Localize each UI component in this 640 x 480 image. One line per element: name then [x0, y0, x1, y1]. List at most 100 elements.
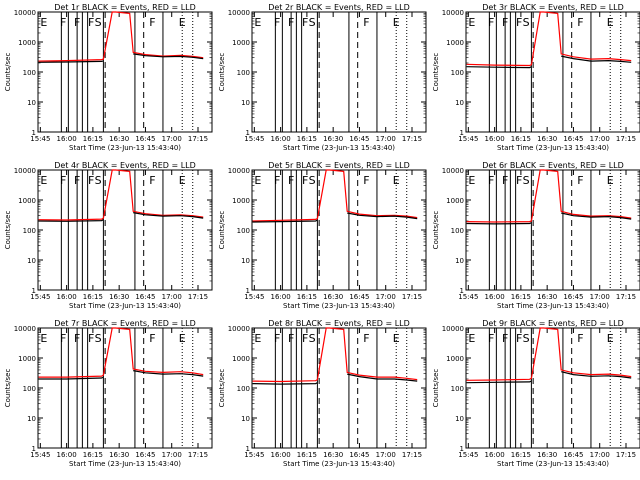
x-tick-label: 16:45 [135, 293, 155, 301]
marker-label: F [516, 332, 522, 345]
x-tick-label: 16:45 [349, 135, 369, 143]
marker-label: F [74, 332, 80, 345]
marker-label: F [74, 16, 80, 29]
panel-title: Det 5r BLACK = Events, RED = LLD [268, 161, 410, 170]
marker-label: F [577, 332, 583, 345]
x-tick-label: 16:15 [297, 135, 317, 143]
y-tick-label: 1000 [18, 197, 36, 205]
marker-label: E [254, 174, 261, 187]
x-tick-label: 16:00 [271, 451, 291, 459]
x-tick-label: 16:00 [271, 135, 291, 143]
y-axis-label: Counts/sec [218, 369, 226, 408]
x-tick-label: 17:15 [616, 293, 636, 301]
y-tick-label: 1000 [18, 39, 36, 47]
marker-label: F [363, 332, 369, 345]
x-tick-label: 16:45 [563, 451, 583, 459]
marker-label: F [488, 174, 494, 187]
x-axis-label: Start Time (23-Jun-13 15:43:40) [69, 302, 181, 310]
y-axis-label: Counts/sec [432, 369, 440, 408]
marker-label: F [288, 174, 294, 187]
marker-label: F [363, 174, 369, 187]
y-axis-label: Counts/sec [432, 53, 440, 92]
y-tick-label: 100 [23, 385, 36, 393]
marker-label: E [468, 16, 475, 29]
x-tick-label: 16:30 [323, 293, 343, 301]
x-axis-label: Start Time (23-Jun-13 15:43:40) [497, 144, 609, 152]
marker-label: F [502, 16, 508, 29]
y-tick-label: 10000 [442, 9, 464, 17]
x-axis-label: Start Time (23-Jun-13 15:43:40) [69, 144, 181, 152]
x-tick-label: 16:15 [511, 293, 531, 301]
panel-det-4: Det 4r BLACK = Events, RED = LLD 1 10 100 10… [4, 161, 213, 310]
panel-title: Det 1r BLACK = Events, RED = LLD [54, 3, 196, 12]
marker-label: E [607, 332, 614, 345]
panel-title: Det 3r BLACK = Events, RED = LLD [482, 3, 624, 12]
marker-label: E [468, 174, 475, 187]
marker-label: S [523, 174, 530, 187]
x-tick-label: 16:45 [349, 293, 369, 301]
marker-label: E [393, 174, 400, 187]
x-tick-label: 16:00 [485, 293, 505, 301]
y-tick-label: 10 [455, 415, 464, 423]
marker-label: E [254, 16, 261, 29]
y-tick-label: 1000 [446, 197, 464, 205]
x-tick-label: 17:00 [376, 135, 396, 143]
marker-label: E [468, 332, 475, 345]
x-tick-label: 16:30 [109, 451, 129, 459]
x-tick-label: 17:15 [402, 293, 422, 301]
marker-label: E [179, 16, 186, 29]
series-events-line [38, 53, 204, 63]
marker-label: F [302, 332, 308, 345]
marker-label: F [577, 174, 583, 187]
y-tick-label: 10000 [442, 167, 464, 175]
series-events-line [38, 370, 204, 380]
x-axis-label: Start Time (23-Jun-13 15:43:40) [283, 460, 395, 468]
y-tick-label: 10 [241, 257, 250, 265]
y-tick-label: 10000 [14, 9, 36, 17]
series-events-line [252, 373, 418, 385]
x-tick-label: 15:45 [244, 293, 264, 301]
panel-det-8: Det 8r BLACK = Events, RED = LLD 1 10 100 10… [218, 319, 427, 468]
x-axis-label: Start Time (23-Jun-13 15:43:40) [69, 460, 181, 468]
x-tick-label: 15:45 [458, 451, 478, 459]
y-tick-label: 1000 [232, 197, 250, 205]
marker-label: F [274, 174, 280, 187]
marker-label: F [502, 332, 508, 345]
marker-label: F [149, 332, 155, 345]
marker-label: F [516, 174, 522, 187]
y-tick-label: 100 [451, 227, 464, 235]
x-tick-label: 16:15 [83, 451, 103, 459]
panel-grid: Det 1r BLACK = Events, RED = LLD 1 10 100 10… [4, 3, 640, 468]
y-tick-label: 1000 [18, 355, 36, 363]
x-axis-label: Start Time (23-Jun-13 15:43:40) [497, 460, 609, 468]
y-axis-label: Counts/sec [4, 369, 12, 408]
marker-label: E [179, 332, 186, 345]
marker-label: S [95, 332, 102, 345]
y-tick-label: 100 [451, 69, 464, 77]
marker-label: F [88, 332, 94, 345]
panel-det-7: Det 7r BLACK = Events, RED = LLD 1 10 100 10… [4, 319, 213, 468]
marker-label: E [607, 16, 614, 29]
x-tick-label: 17:00 [376, 451, 396, 459]
y-tick-label: 10 [455, 99, 464, 107]
x-tick-label: 16:45 [563, 293, 583, 301]
y-tick-label: 100 [237, 69, 250, 77]
series-events-line [252, 212, 418, 223]
series-lld-line [466, 327, 632, 381]
y-tick-label: 1 [246, 129, 250, 137]
marker-label: E [393, 332, 400, 345]
x-tick-label: 17:15 [188, 293, 208, 301]
x-tick-label: 15:45 [30, 451, 50, 459]
y-tick-label: 1 [246, 445, 250, 453]
x-tick-label: 16:15 [297, 293, 317, 301]
marker-label: F [60, 332, 66, 345]
marker-label: S [523, 332, 530, 345]
marker-label: E [607, 174, 614, 187]
y-tick-label: 10000 [228, 325, 250, 333]
x-tick-label: 16:30 [109, 135, 129, 143]
x-tick-label: 17:00 [590, 293, 610, 301]
marker-label: E [393, 16, 400, 29]
series-lld-line [466, 169, 632, 223]
panel-title: Det 2r BLACK = Events, RED = LLD [268, 3, 410, 12]
x-tick-label: 16:30 [537, 293, 557, 301]
